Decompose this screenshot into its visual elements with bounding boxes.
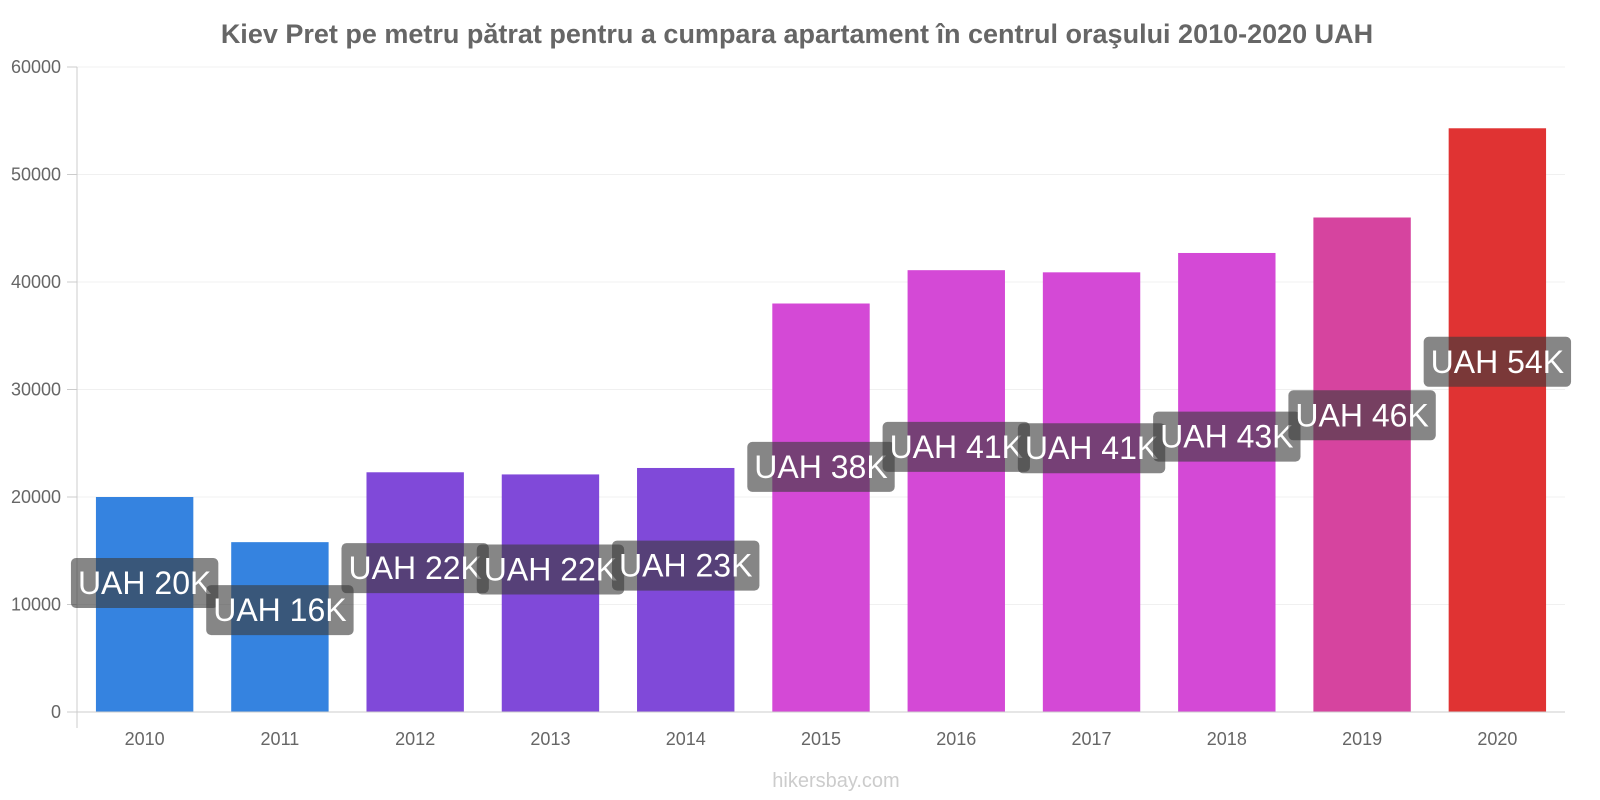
y-tick-label: 10000 bbox=[11, 595, 61, 615]
x-tick-label: 2017 bbox=[1072, 729, 1112, 749]
data-label-box bbox=[70, 558, 219, 608]
y-tick-label: 30000 bbox=[11, 380, 61, 400]
data-label-text: UAH 22K bbox=[348, 550, 481, 586]
y-tick-label: 50000 bbox=[11, 165, 61, 185]
data-label-text: UAH 41K bbox=[890, 429, 1023, 465]
data-label-text: UAH 16K bbox=[213, 592, 346, 628]
data-label-text: UAH 23K bbox=[619, 548, 752, 584]
data-label-2017: UAH 41K bbox=[1017, 423, 1166, 474]
bar-2017 bbox=[1042, 272, 1141, 712]
data-label-text: UAH 20K bbox=[78, 565, 211, 601]
x-tick-label: 2020 bbox=[1477, 729, 1517, 749]
data-label-2020: UAH 54K bbox=[1423, 336, 1572, 387]
data-label-text: UAH 38K bbox=[754, 449, 887, 485]
x-tick-label: 2019 bbox=[1342, 729, 1382, 749]
footer-watermark: hikersbay.com bbox=[772, 770, 899, 792]
data-label-box bbox=[747, 441, 895, 492]
data-label-2011: UAH 16K bbox=[206, 585, 354, 636]
bar-2016 bbox=[907, 270, 1005, 712]
x-tick-label: 2016 bbox=[936, 729, 976, 749]
data-label-text: UAH 41K bbox=[1025, 430, 1158, 466]
y-tick-label: 40000 bbox=[11, 272, 61, 292]
bar-2019 bbox=[1313, 217, 1411, 712]
data-label-box bbox=[1017, 423, 1166, 474]
bar-2015 bbox=[772, 303, 870, 712]
y-tick-label: 20000 bbox=[11, 487, 61, 507]
data-label-text: UAH 22K bbox=[484, 551, 617, 587]
x-tick-label: 2010 bbox=[125, 729, 165, 749]
data-label-box bbox=[882, 421, 1030, 472]
bar-2020 bbox=[1448, 128, 1547, 712]
data-label-box bbox=[476, 544, 625, 595]
data-label-box bbox=[341, 543, 489, 594]
data-label-2010: UAH 20K bbox=[70, 558, 219, 608]
data-label-2012: UAH 22K bbox=[341, 543, 489, 594]
data-label-2016: UAH 41K bbox=[882, 421, 1030, 472]
data-label-2013: UAH 22K bbox=[476, 544, 625, 595]
x-tick-label: 2014 bbox=[666, 729, 706, 749]
x-axis: 2010 2011 2012 2013 2014 2015 2016 2017 2018 2019… bbox=[77, 711, 1565, 749]
x-tick-label: 2015 bbox=[801, 729, 841, 749]
data-label-box bbox=[206, 585, 354, 636]
y-axis: 0 10000 20000 30000 40000 50000 60000 bbox=[11, 57, 78, 728]
y-tick-label: 60000 bbox=[11, 57, 61, 77]
data-label-box bbox=[1288, 390, 1436, 441]
data-label-text: UAH 43K bbox=[1160, 419, 1293, 455]
data-label-2014: UAH 23K bbox=[612, 540, 760, 591]
x-tick-label: 2011 bbox=[261, 729, 300, 749]
data-label-2019: UAH 46K bbox=[1288, 390, 1436, 441]
x-tick-label: 2012 bbox=[395, 729, 435, 749]
x-tick-label: 2018 bbox=[1207, 729, 1247, 749]
data-label-box bbox=[1153, 411, 1301, 462]
data-label-text: UAH 54K bbox=[1431, 344, 1564, 380]
data-label-box bbox=[1423, 336, 1572, 387]
chart-title: Kiev Pret pe metru pătrat pentru a cumpa… bbox=[221, 19, 1373, 49]
y-tick-label: 0 bbox=[51, 702, 61, 722]
x-tick-label: 2013 bbox=[530, 729, 570, 749]
data-label-2015: UAH 38K bbox=[747, 441, 895, 492]
data-label-2018: UAH 43K bbox=[1153, 411, 1301, 462]
bar-2018 bbox=[1178, 252, 1276, 712]
data-label-box bbox=[612, 540, 760, 591]
data-label-text: UAH 46K bbox=[1295, 397, 1428, 433]
